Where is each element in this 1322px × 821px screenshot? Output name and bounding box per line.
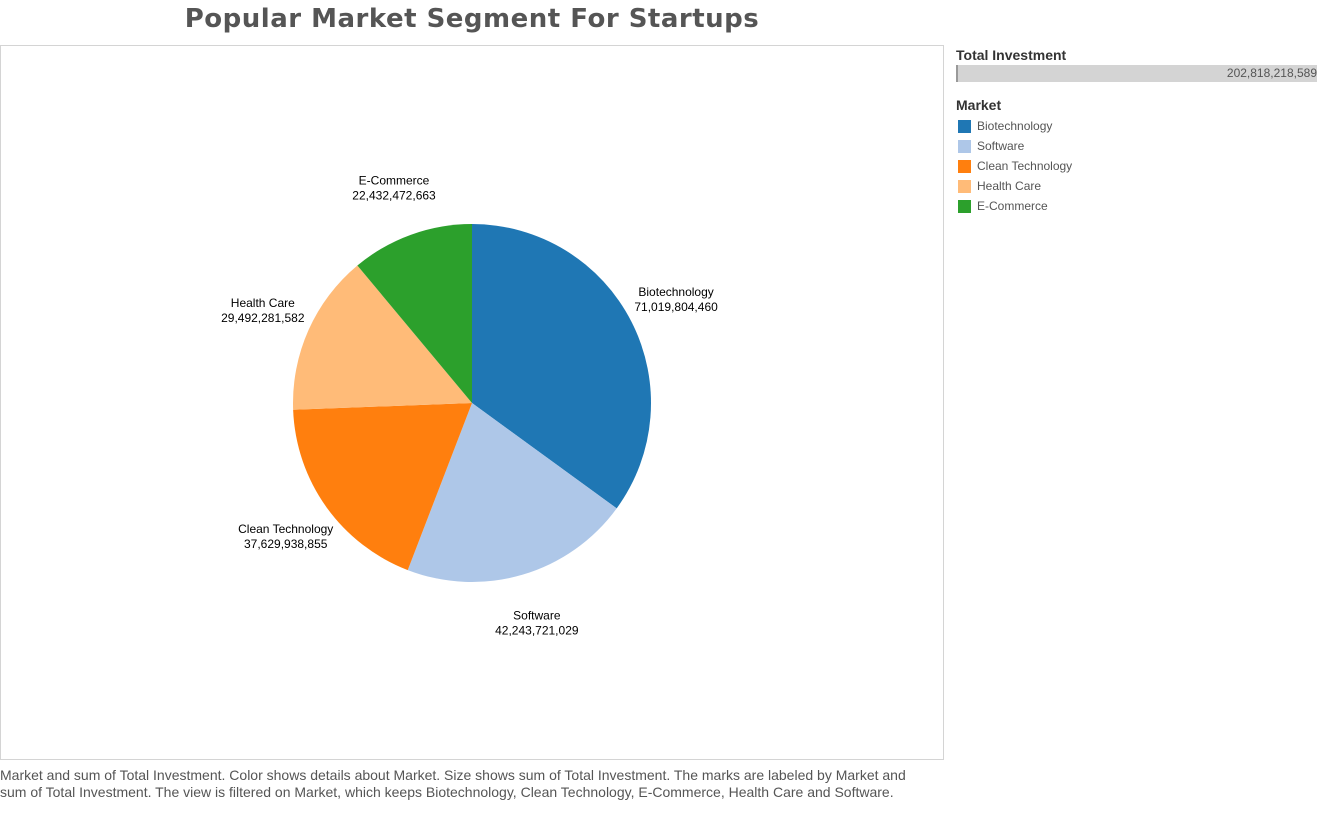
chart-title: Popular Market Segment For Startups [184, 4, 760, 34]
legend-swatch [958, 179, 971, 193]
legend-item-e-commerce[interactable]: E-Commerce [956, 196, 1318, 216]
legend-swatch [958, 199, 971, 213]
chart-area: Biotechnology 71,019,804,460 Software 42,24… [0, 45, 944, 760]
pie-chart: Biotechnology 71,019,804,460 Software 42,24… [221, 174, 718, 638]
legend-label: Health Care [977, 179, 1042, 193]
legend-item-biotechnology[interactable]: Biotechnology [956, 116, 1318, 136]
pie-slice-health-care[interactable] [293, 265, 472, 410]
legend: Biotechnology Software Clean Technology … [956, 116, 1318, 216]
slice-labels: Biotechnology 71,019,804,460 Software 42,24… [221, 174, 718, 638]
pie-slice-e-commerce[interactable] [357, 224, 472, 403]
legend-label: Biotechnology [977, 119, 1053, 133]
pie-slice-biotechnology[interactable] [472, 224, 651, 509]
total-investment-filter[interactable]: 202,818,218,589 [956, 65, 1317, 82]
legend-title: Market [956, 97, 1002, 113]
slice-label-health-care: Health Care 29,492,281,582 [221, 296, 305, 325]
pie-slice-clean-technology[interactable] [293, 403, 472, 571]
legend-item-health-care[interactable]: Health Care [956, 176, 1318, 196]
legend-swatch [958, 119, 971, 133]
filter-value: 202,818,218,589 [1226, 66, 1317, 80]
legend-label: Software [977, 139, 1025, 153]
side-panel: Total Investment 202,818,218,589 Market … [956, 47, 1318, 216]
pie-slice-software[interactable] [407, 403, 617, 582]
pie-slices [293, 224, 651, 582]
legend-label: Clean Technology [977, 159, 1073, 173]
slice-label-e-commerce: E-Commerce 22,432,472,663 [352, 174, 436, 203]
legend-label: E-Commerce [977, 199, 1048, 213]
chart-caption: Market and sum of Total Investment. Colo… [0, 767, 906, 800]
legend-swatch [958, 139, 971, 153]
slice-label-software: Software 42,243,721,029 [495, 609, 579, 638]
filter-title: Total Investment [956, 47, 1067, 63]
legend-item-clean-technology[interactable]: Clean Technology [956, 156, 1318, 176]
slice-label-biotechnology: Biotechnology 71,019,804,460 [634, 285, 718, 314]
legend-item-software[interactable]: Software [956, 136, 1318, 156]
legend-swatch [958, 159, 971, 173]
slice-label-clean-technology: Clean Technology 37,629,938,855 [238, 522, 333, 551]
